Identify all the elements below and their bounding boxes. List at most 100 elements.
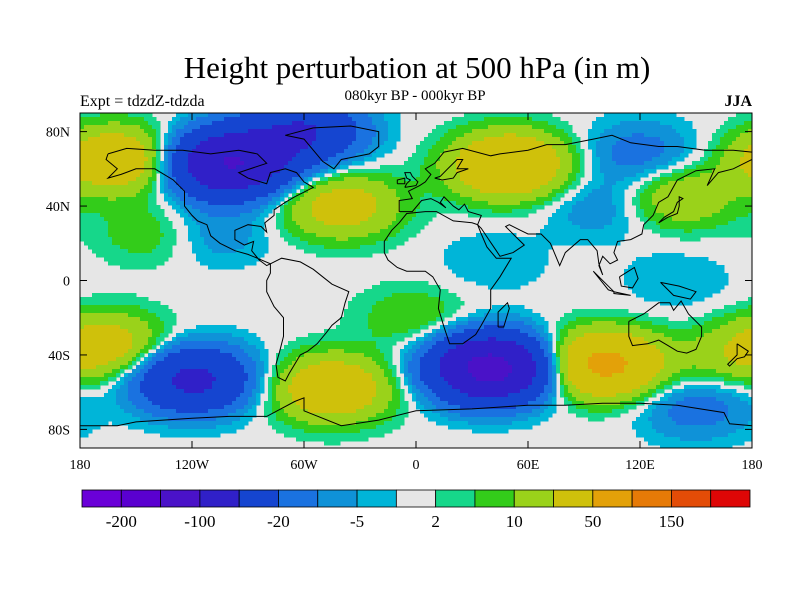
field-cell xyxy=(288,169,293,174)
field-cell xyxy=(592,185,597,190)
field-cell xyxy=(684,149,689,154)
field-cell xyxy=(156,125,161,130)
field-cell xyxy=(304,153,309,158)
field-cell xyxy=(684,153,689,158)
field-cell xyxy=(172,169,177,174)
field-cell xyxy=(204,221,209,226)
field-cell xyxy=(372,137,377,142)
field-cell xyxy=(736,193,741,198)
field-cell xyxy=(228,141,233,146)
field-cell xyxy=(604,181,609,186)
field-cell xyxy=(172,177,177,182)
field-cell xyxy=(308,185,313,190)
field-cell xyxy=(176,181,181,186)
field-cell xyxy=(520,125,525,130)
field-cell xyxy=(488,169,493,174)
field-cell xyxy=(216,173,221,178)
field-cell xyxy=(224,129,229,134)
field-cell xyxy=(208,225,213,230)
field-cell xyxy=(200,229,205,234)
field-cell xyxy=(592,189,597,194)
field-cell xyxy=(204,145,209,150)
field-cell xyxy=(384,205,389,210)
field-cell xyxy=(276,149,281,154)
field-cell xyxy=(536,173,541,178)
field-cell xyxy=(316,169,321,174)
field-cell xyxy=(200,137,205,142)
field-cell xyxy=(496,121,501,126)
field-cell xyxy=(200,125,205,130)
field-cell xyxy=(96,129,101,134)
field-cell xyxy=(544,145,549,150)
field-cell xyxy=(92,249,97,254)
field-cell xyxy=(160,225,165,230)
field-cell xyxy=(664,125,669,130)
field-cell xyxy=(656,153,661,158)
field-cell xyxy=(472,117,477,122)
field-cell xyxy=(608,185,613,190)
field-cell xyxy=(292,129,297,134)
field-cell xyxy=(576,141,581,146)
field-cell xyxy=(116,217,121,222)
field-cell xyxy=(100,161,105,166)
field-cell xyxy=(244,193,249,198)
field-cell xyxy=(200,173,205,178)
field-cell xyxy=(304,121,309,126)
field-cell xyxy=(124,213,129,218)
field-cell xyxy=(652,137,657,142)
field-cell xyxy=(84,161,89,166)
field-cell xyxy=(104,173,109,178)
field-cell xyxy=(104,161,109,166)
field-cell xyxy=(224,241,229,246)
field-cell xyxy=(336,249,341,254)
field-cell xyxy=(488,245,493,250)
field-cell xyxy=(156,205,161,210)
field-cell xyxy=(644,121,649,126)
field-cell xyxy=(292,217,297,222)
field-cell xyxy=(480,213,485,218)
field-cell xyxy=(436,205,441,210)
field-cell xyxy=(532,237,537,242)
field-cell xyxy=(196,145,201,150)
field-cell xyxy=(264,117,269,122)
field-cell xyxy=(740,197,745,202)
field-cell xyxy=(148,129,153,134)
field-cell xyxy=(136,209,141,214)
field-cell xyxy=(608,221,613,226)
field-cell xyxy=(456,125,461,130)
field-cell xyxy=(660,225,665,230)
field-cell xyxy=(280,129,285,134)
field-cell xyxy=(152,181,157,186)
field-cell xyxy=(256,133,261,138)
field-cell xyxy=(284,157,289,162)
field-cell xyxy=(308,245,313,250)
field-cell xyxy=(296,205,301,210)
field-cell xyxy=(356,209,361,214)
field-cell xyxy=(184,205,189,210)
field-cell xyxy=(568,129,573,134)
field-cell xyxy=(336,193,341,198)
field-cell xyxy=(460,133,465,138)
field-cell xyxy=(564,177,569,182)
field-cell xyxy=(132,205,137,210)
field-cell xyxy=(220,189,225,194)
field-cell xyxy=(352,205,357,210)
field-cell xyxy=(748,181,752,186)
field-cell xyxy=(516,133,521,138)
field-cell xyxy=(480,205,485,210)
field-cell xyxy=(700,177,705,182)
field-cell xyxy=(516,145,521,150)
field-cell xyxy=(96,121,101,126)
field-cell xyxy=(300,221,305,226)
field-cell xyxy=(464,173,469,178)
field-cell xyxy=(604,205,609,210)
field-cell xyxy=(500,233,505,238)
field-cell xyxy=(512,189,517,194)
field-cell xyxy=(604,225,609,230)
field-cell xyxy=(516,201,521,206)
field-cell xyxy=(192,217,197,222)
field-cell xyxy=(204,141,209,146)
field-cell xyxy=(496,161,501,166)
field-cell xyxy=(712,213,717,218)
field-cell xyxy=(96,209,101,214)
